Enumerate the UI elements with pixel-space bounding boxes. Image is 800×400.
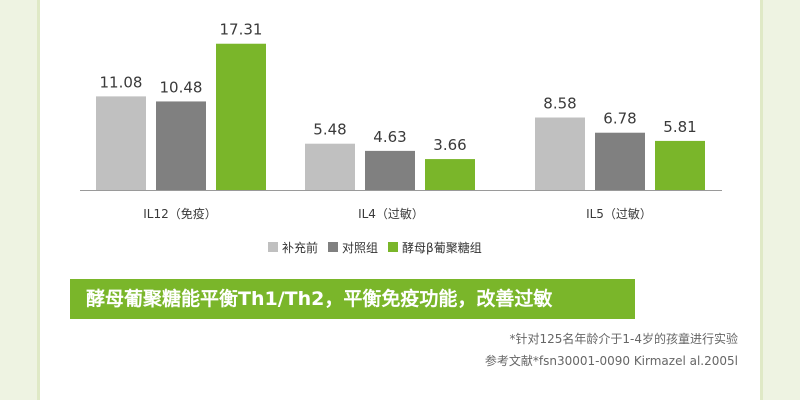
legend-swatch <box>328 242 339 252</box>
data-label: 5.48 <box>313 121 346 139</box>
x-tick-label: IL4（过敏） <box>358 206 424 221</box>
data-label: 11.08 <box>100 73 143 91</box>
data-label: 17.31 <box>220 21 263 39</box>
legend-label: 酵母β葡聚糖组 <box>402 240 482 255</box>
legend: 补充前 对照组 酵母β葡聚糖组 <box>268 238 492 256</box>
data-label: 8.58 <box>543 94 576 112</box>
bar <box>595 132 645 190</box>
legend-swatch <box>388 242 399 252</box>
bar <box>425 159 475 190</box>
headline-banner: 酵母葡聚糖能平衡Th1/Th2，平衡免疫功能，改善过敏 <box>70 279 635 319</box>
legend-label: 对照组 <box>342 240 379 255</box>
data-label: 5.81 <box>663 118 696 136</box>
bar <box>156 101 206 190</box>
footnote: *针对125名年龄介于1-4岁的孩童进行实验 <box>509 332 738 346</box>
data-label: 10.48 <box>160 78 203 96</box>
legend-item: 补充前 <box>268 239 318 256</box>
legend-item: 酵母β葡聚糖组 <box>388 239 482 256</box>
left-border <box>37 0 40 400</box>
legend-swatch <box>268 242 278 252</box>
bar-chart: 11.08 10.48 17.31 IL12（免疫） 5.48 4.63 3.66 IL4（过… <box>80 21 722 221</box>
bar <box>365 150 415 190</box>
bar <box>305 143 355 190</box>
reference-note: 参考文献*fsn30001-0090 Kirmazel al.2005l <box>484 354 738 368</box>
x-tick-label: IL12（免疫） <box>143 206 217 221</box>
legend-label: 补充前 <box>282 240 319 255</box>
bar <box>535 117 585 190</box>
bar <box>216 43 266 190</box>
data-label: 3.66 <box>433 136 466 154</box>
content-card <box>40 0 760 400</box>
data-label: 6.78 <box>603 110 636 128</box>
bar <box>96 96 146 190</box>
bar <box>655 140 705 190</box>
x-tick-label: IL5（过敏） <box>586 206 652 221</box>
data-label: 4.63 <box>373 128 406 146</box>
right-border <box>760 0 763 400</box>
legend-item: 对照组 <box>328 239 378 256</box>
